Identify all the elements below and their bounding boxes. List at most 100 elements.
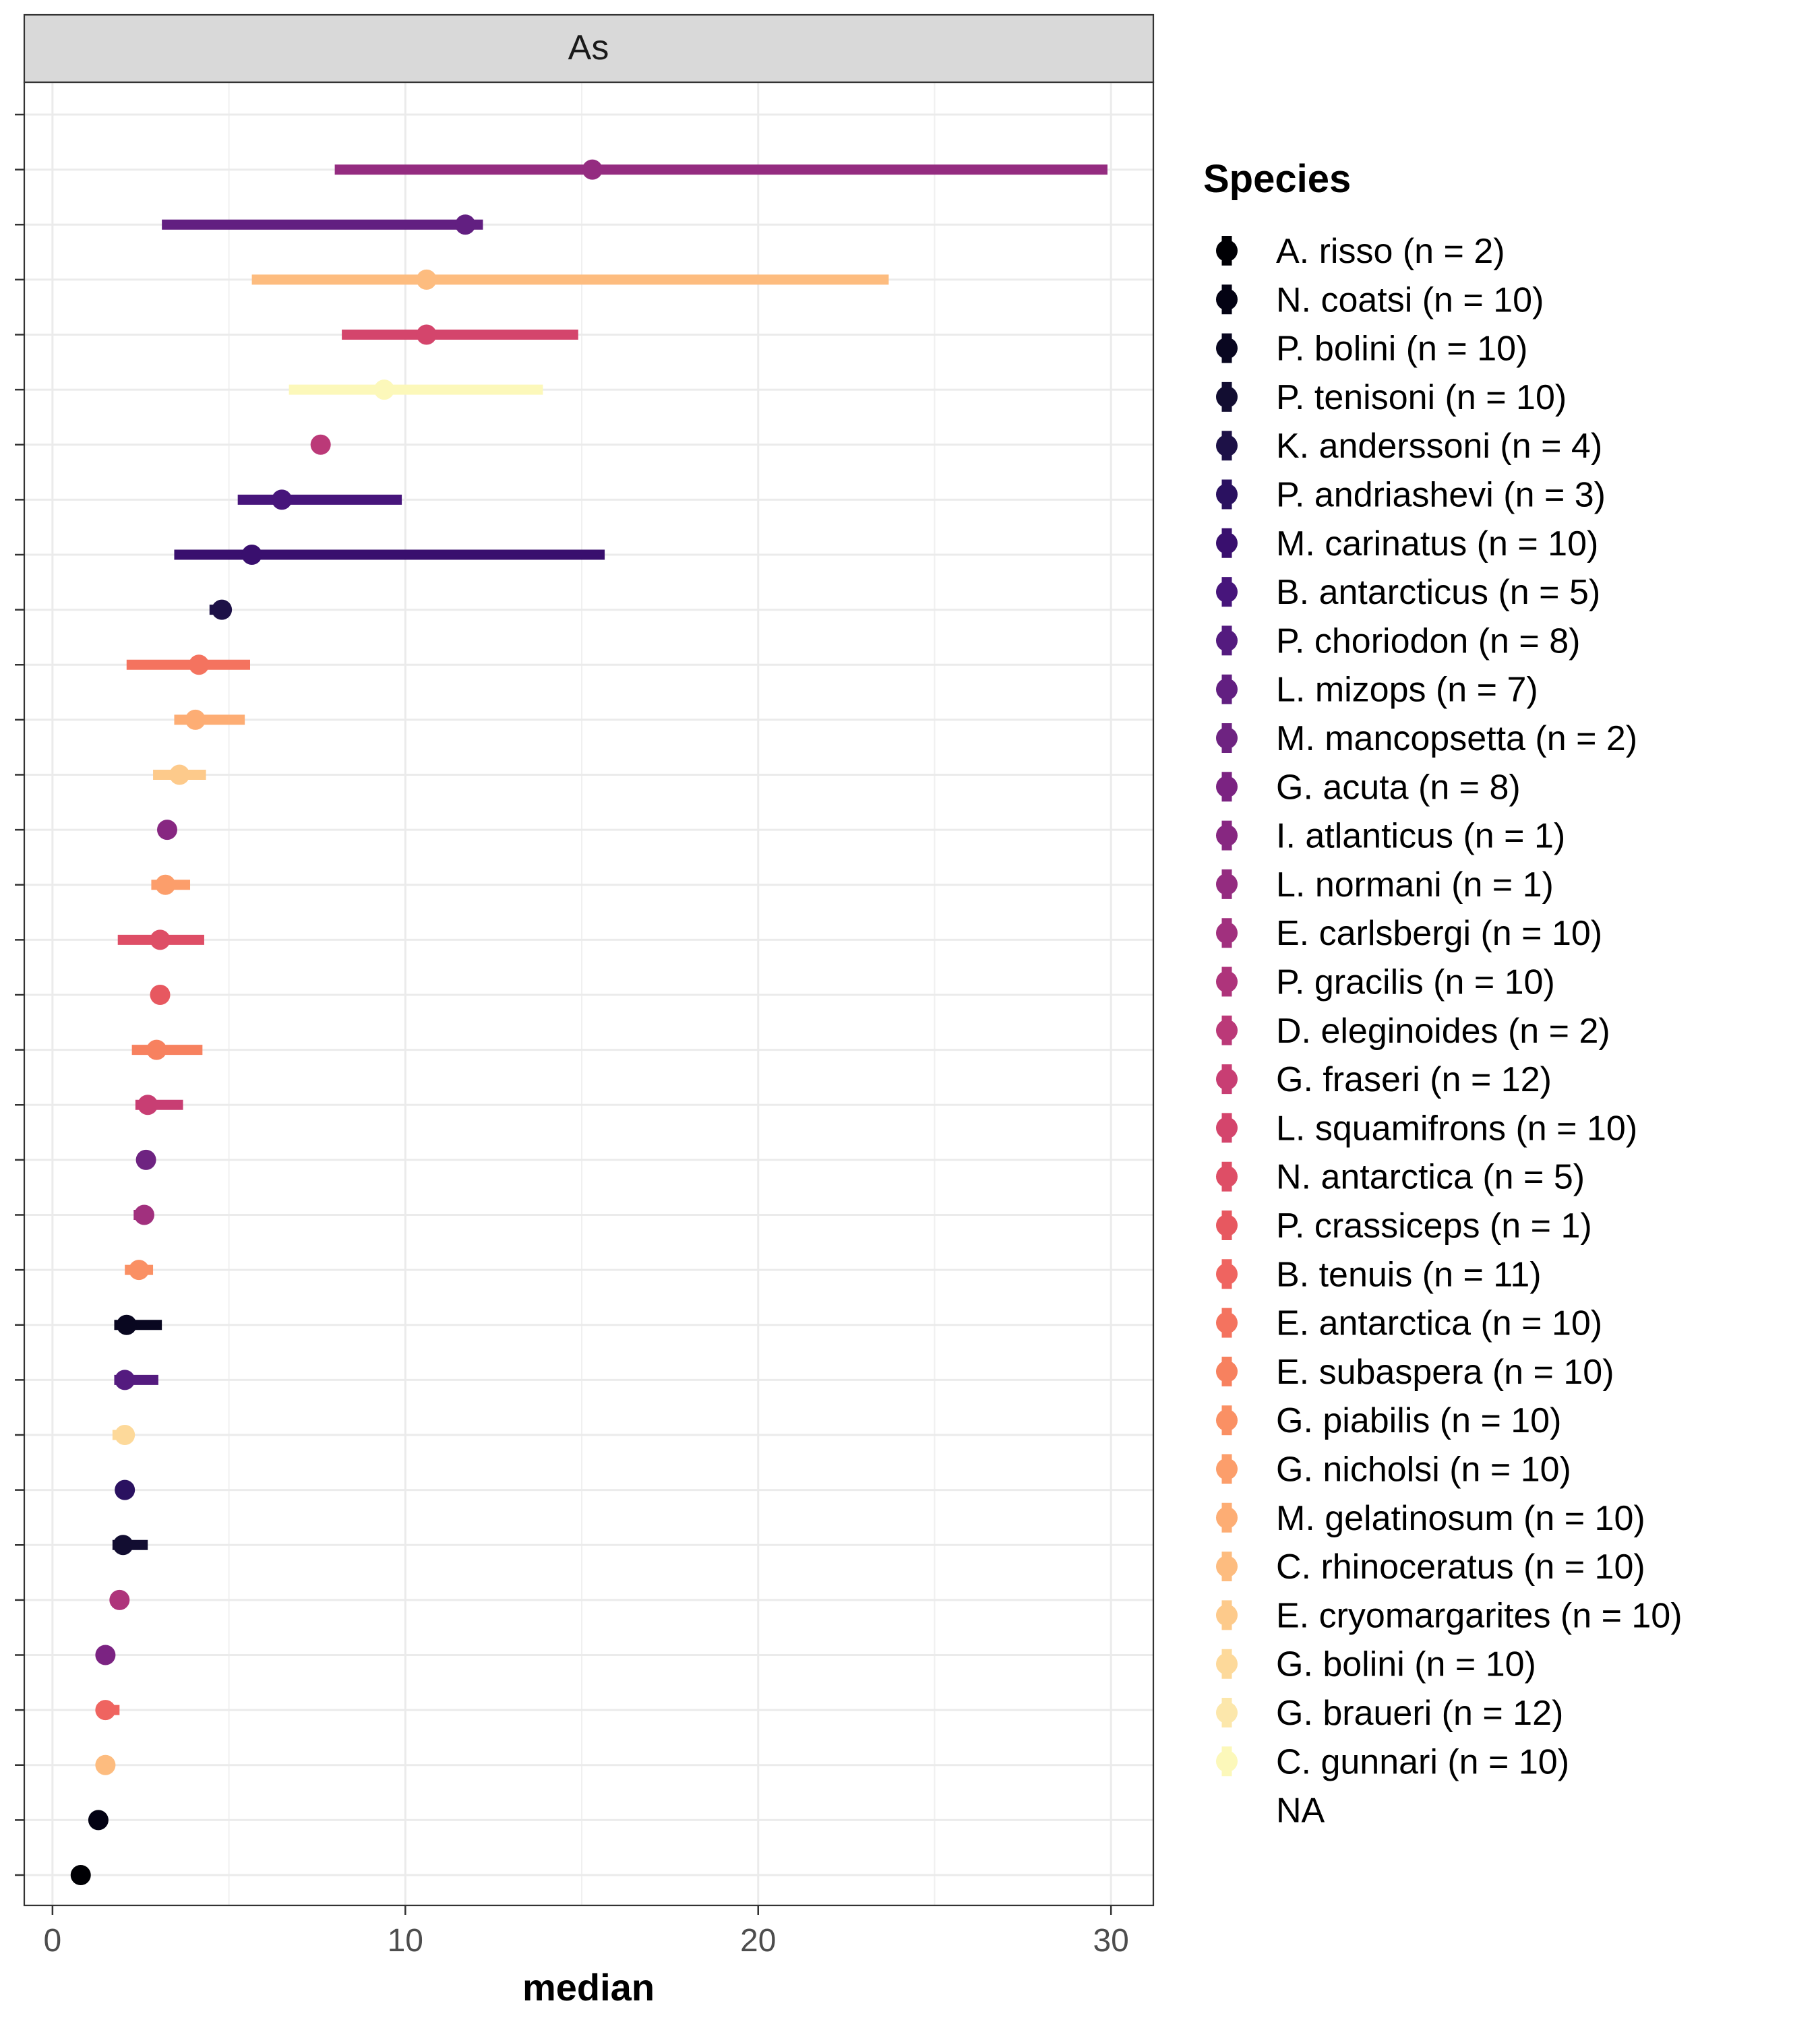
median-point xyxy=(95,1754,116,1775)
legend-key-point xyxy=(1216,776,1238,798)
legend-key-point xyxy=(1216,1653,1238,1675)
legend-item: N. antarctica (n = 5) xyxy=(1216,1158,1585,1197)
facet-strip-label: As xyxy=(568,28,609,67)
median-point xyxy=(169,764,190,785)
legend-item-label: C. gunnari (n = 10) xyxy=(1276,1742,1569,1781)
legend-item-label: I. atlanticus (n = 1) xyxy=(1276,817,1565,856)
facet-strip: As xyxy=(23,13,1155,84)
x-tick-label: 20 xyxy=(740,1923,776,1959)
legend-item: G. nicholsi (n = 10) xyxy=(1216,1450,1571,1490)
median-point xyxy=(185,709,206,730)
median-point xyxy=(373,379,394,400)
legend-item-label: B. antarcticus (n = 5) xyxy=(1276,573,1600,612)
median-point xyxy=(416,269,437,290)
legend-item-label: P. crassiceps (n = 1) xyxy=(1276,1206,1592,1246)
legend-item: B. tenuis (n = 11) xyxy=(1216,1255,1542,1294)
legend-item-label: B. tenuis (n = 11) xyxy=(1276,1255,1542,1294)
median-point xyxy=(150,929,171,950)
legend-item: D. eleginoides (n = 2) xyxy=(1216,1012,1610,1051)
legend-key-point xyxy=(1216,1312,1238,1334)
median-point xyxy=(146,1039,167,1060)
legend-item: G. braueri (n = 12) xyxy=(1216,1694,1563,1733)
median-point xyxy=(95,1645,116,1665)
legend-item-label: G. acuta (n = 8) xyxy=(1276,768,1521,807)
legend-item: E. cryomargarites (n = 10) xyxy=(1216,1596,1682,1635)
legend-item-label: E. cryomargarites (n = 10) xyxy=(1276,1596,1682,1635)
legend: Species A. risso (n = 2) N. coatsi (n = 1… xyxy=(1203,157,1682,1831)
legend-key-point xyxy=(1216,337,1238,359)
legend-item-label: E. subaspera (n = 10) xyxy=(1276,1353,1614,1392)
legend-item: P. choriodon (n = 8) xyxy=(1216,621,1580,661)
plot-panel xyxy=(23,81,1155,1907)
legend-key-point xyxy=(1216,971,1238,993)
median-point xyxy=(212,599,233,620)
legend-key-point xyxy=(1216,1360,1238,1382)
x-tick-label: 30 xyxy=(1093,1923,1128,1959)
legend-item-label: N. antarctica (n = 5) xyxy=(1276,1158,1585,1197)
legend-key-point xyxy=(1216,1409,1238,1432)
median-point xyxy=(88,1810,109,1831)
legend-item: M. mancopsetta (n = 2) xyxy=(1216,719,1637,758)
legend-item-label: K. anderssoni (n = 4) xyxy=(1276,427,1602,466)
legend-item: L. mizops (n = 7) xyxy=(1216,671,1538,710)
legend-item-label: L. normani (n = 1) xyxy=(1276,865,1554,905)
median-point xyxy=(582,159,603,180)
legend-item-label: E. carlsbergi (n = 10) xyxy=(1276,914,1602,953)
legend-items: A. risso (n = 2) N. coatsi (n = 10) P. bol… xyxy=(1216,232,1682,1831)
legend-key-point xyxy=(1216,435,1238,457)
legend-item-label: NA xyxy=(1276,1791,1325,1831)
legend-item: E. carlsbergi (n = 10) xyxy=(1216,914,1602,953)
legend-item: E. subaspera (n = 10) xyxy=(1216,1353,1614,1392)
median-point xyxy=(156,820,177,840)
median-point xyxy=(155,874,176,895)
legend-item-label: G. braueri (n = 12) xyxy=(1276,1694,1563,1733)
legend-item: N. coatsi (n = 10) xyxy=(1216,280,1544,319)
legend-title: Species xyxy=(1203,157,1351,201)
legend-key-point xyxy=(1216,727,1238,749)
legend-item-label: P. choriodon (n = 8) xyxy=(1276,621,1580,661)
legend-item: G. fraseri (n = 12) xyxy=(1216,1060,1552,1099)
legend-key-point xyxy=(1216,922,1238,944)
legend-item: A. risso (n = 2) xyxy=(1216,232,1505,271)
legend-item: G. piabilis (n = 10) xyxy=(1216,1401,1561,1440)
median-point xyxy=(116,1314,137,1335)
legend-item: G. bolini (n = 10) xyxy=(1216,1645,1536,1684)
legend-key-point xyxy=(1216,1215,1238,1236)
legend-item-label: P. tenisoni (n = 10) xyxy=(1276,378,1567,417)
legend-item-label: E. antarctica (n = 10) xyxy=(1276,1304,1602,1343)
legend-key-point xyxy=(1216,240,1238,262)
axes: 0 10 20 30 xyxy=(15,113,1129,1959)
legend-item: P. crassiceps (n = 1) xyxy=(1216,1206,1592,1246)
legend-item-label: N. coatsi (n = 10) xyxy=(1276,280,1544,319)
legend-key-point xyxy=(1216,1068,1238,1091)
legend-key-point xyxy=(1216,630,1238,652)
median-point xyxy=(115,1425,135,1445)
median-point xyxy=(115,1370,135,1390)
x-tick-label: 0 xyxy=(44,1923,62,1959)
legend-item-label: G. fraseri (n = 12) xyxy=(1276,1060,1552,1099)
legend-item-label: L. squamifrons (n = 10) xyxy=(1276,1109,1637,1148)
legend-key-point xyxy=(1216,824,1238,847)
median-point xyxy=(241,545,262,565)
legend-item-label: D. eleginoides (n = 2) xyxy=(1276,1012,1610,1051)
median-point xyxy=(135,1149,156,1170)
legend-key-point xyxy=(1216,532,1238,554)
median-point xyxy=(133,1204,154,1225)
legend-item-label: A. risso (n = 2) xyxy=(1276,232,1505,271)
legend-item-label: G. piabilis (n = 10) xyxy=(1276,1401,1561,1440)
legend-item: L. squamifrons (n = 10) xyxy=(1216,1109,1637,1148)
legend-item-label: M. carinatus (n = 10) xyxy=(1276,524,1598,563)
legend-item: E. antarctica (n = 10) xyxy=(1216,1304,1602,1343)
legend-item-label: P. andriashevi (n = 3) xyxy=(1276,476,1606,515)
legend-item-label: G. bolini (n = 10) xyxy=(1276,1645,1536,1684)
legend-item-label: L. mizops (n = 7) xyxy=(1276,671,1538,710)
legend-item-label: C. rhinoceratus (n = 10) xyxy=(1276,1548,1645,1587)
legend-item: M. carinatus (n = 10) xyxy=(1216,524,1598,563)
legend-key-point xyxy=(1216,581,1238,603)
x-axis-title: median xyxy=(522,1966,655,2009)
x-tick-label: 10 xyxy=(388,1923,423,1959)
legend-key-point xyxy=(1216,1556,1238,1578)
legend-key-point xyxy=(1216,1263,1238,1285)
legend-key-point xyxy=(1216,1604,1238,1626)
legend-item: L. normani (n = 1) xyxy=(1216,865,1554,905)
